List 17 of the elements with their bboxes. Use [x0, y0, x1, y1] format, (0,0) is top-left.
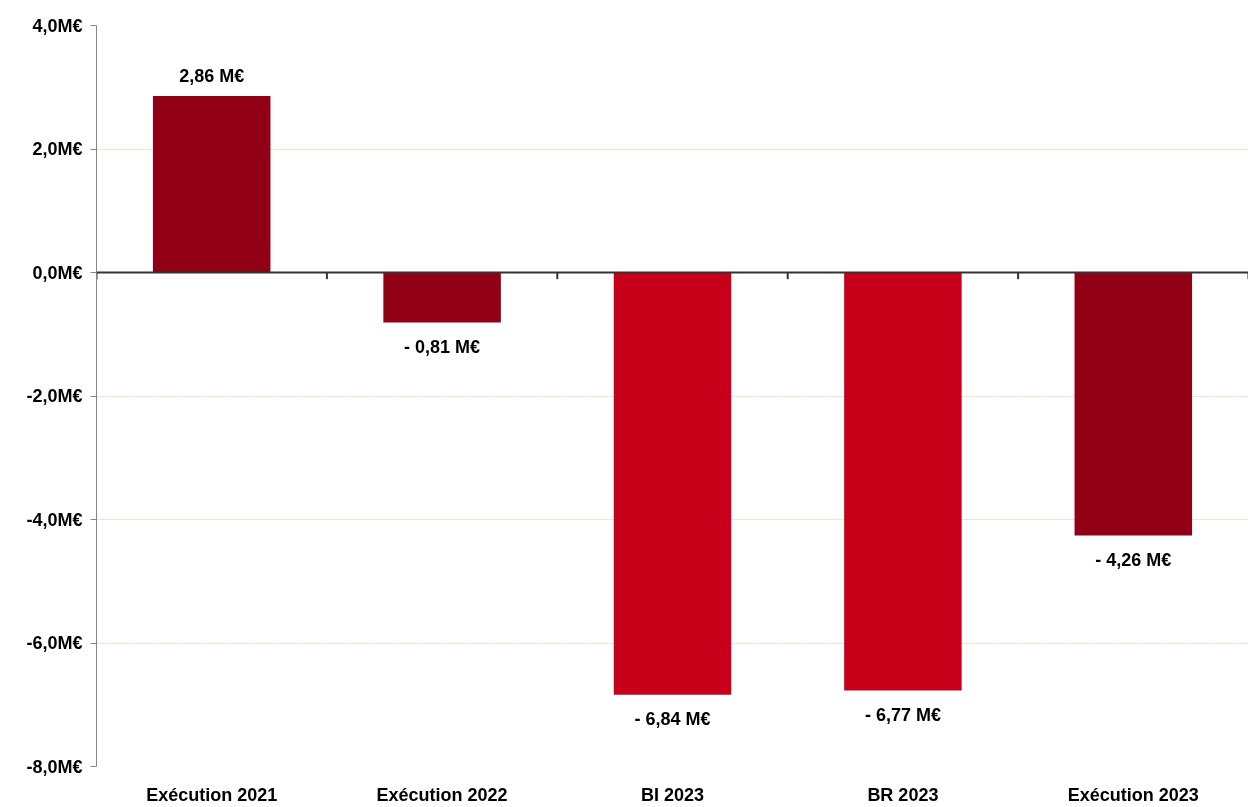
data-label: - 0,81 M€: [404, 336, 481, 357]
y-tick-label: -4,0M€: [26, 509, 83, 530]
x-tick-label: BR 2023: [867, 784, 939, 805]
y-tick-label: -2,0M€: [26, 386, 83, 406]
y-tick-label: 2,0M€: [32, 139, 83, 159]
x-tick-label: BI 2023: [640, 784, 705, 805]
data-label: - 4,26 M€: [1095, 549, 1172, 570]
data-label: - 6,84 M€: [634, 708, 711, 729]
x-tick-label: Exécution 2023: [1067, 784, 1199, 805]
y-tick-label: 0,0M€: [32, 262, 83, 283]
data-label: 2,86 M€: [179, 65, 245, 86]
x-tick-label: Exécution 2021: [146, 784, 278, 805]
data-label: - 6,77 M€: [864, 704, 941, 725]
y-tick-label: 4,0M€: [32, 15, 83, 36]
x-tick-label: Exécution 2022: [376, 784, 508, 805]
y-tick-label: -8,0M€: [26, 756, 83, 777]
y-tick-label: -6,0M€: [26, 633, 83, 653]
